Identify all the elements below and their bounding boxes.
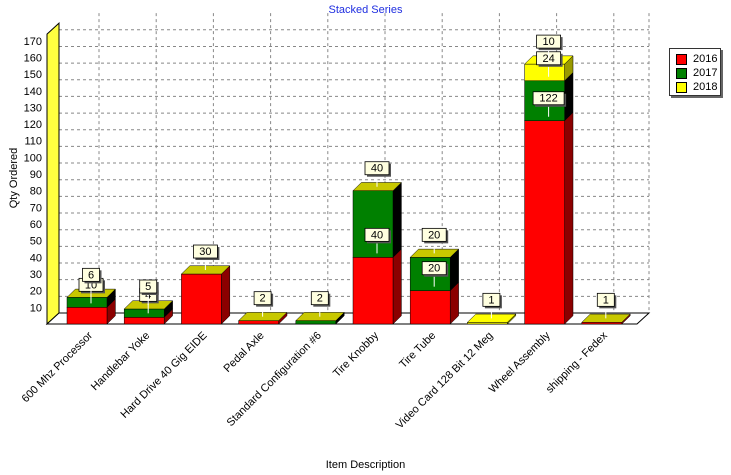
y-tick-label-10: 110 <box>24 136 42 148</box>
legend-item-2016: 2016 <box>676 53 717 65</box>
legend-swatch-2017 <box>676 67 687 79</box>
data-label-box-5-1 <box>364 161 390 176</box>
x-axis-label: Item Description <box>325 459 406 471</box>
legend-item-2017: 2017 <box>676 67 717 79</box>
data-label-5-1: 40 <box>371 163 383 175</box>
data-label-box-6-1 <box>421 227 447 242</box>
y-tick-label-13: 140 <box>24 86 42 98</box>
bar-side-5-2016 <box>392 248 402 325</box>
bar-side-2-2016 <box>221 265 231 325</box>
data-label-box-2-0 <box>192 244 218 259</box>
y-tick-label-4: 50 <box>30 236 42 248</box>
data-label-6-0: 20 <box>428 263 440 275</box>
y-tick-label-16: 170 <box>24 36 42 48</box>
data-label-5-0: 40 <box>371 229 383 241</box>
y-tick-label-14: 150 <box>24 69 42 81</box>
bar-3-2016 <box>238 320 279 325</box>
data-label-box-1-1 <box>139 279 158 294</box>
data-label-box-6-0 <box>421 261 447 276</box>
data-label-6-1: 20 <box>428 229 440 241</box>
data-label-2-0: 30 <box>199 246 211 258</box>
data-label-box-8-0 <box>532 91 565 106</box>
data-label-1-1: 5 <box>145 281 151 293</box>
y-tick-label-12: 130 <box>24 102 42 114</box>
y-tick-label-8: 90 <box>30 169 42 181</box>
data-label-3-0: 2 <box>260 293 266 305</box>
x-tick-label-0: 600 Mhz Processor <box>20 329 96 405</box>
data-label-box-7-0 <box>482 292 501 307</box>
legend-item-2018: 2018 <box>676 81 717 93</box>
bar-side-5-2017 <box>392 181 402 258</box>
data-label-0-1: 6 <box>88 269 94 281</box>
x-tick-label-6: Tire Tube <box>397 330 438 371</box>
data-label-box-3-0 <box>253 291 272 306</box>
bar-2-2016 <box>181 273 222 325</box>
bar-5-2016 <box>352 257 394 325</box>
data-label-9-0: 1 <box>603 294 609 306</box>
y-tick-label-9: 100 <box>24 152 42 164</box>
bar-4-2017 <box>295 320 337 325</box>
bar-8-2016 <box>524 120 565 325</box>
y-tick-label-6: 70 <box>30 202 42 214</box>
y-tick-label-15: 160 <box>24 52 42 64</box>
data-label-box-0-1 <box>82 267 100 282</box>
y-tick-label-3: 40 <box>30 252 42 264</box>
bar-5-2017 <box>352 190 394 258</box>
data-label-box-8-2 <box>536 34 561 49</box>
chart-title: Stacked Series <box>328 4 403 16</box>
data-label-8-2: 10 <box>542 36 554 48</box>
data-label-box-9-0 <box>596 292 615 307</box>
bar-1-2016 <box>123 317 165 325</box>
legend-label-2017: 2017 <box>693 67 718 79</box>
data-label-8-0: 122 <box>539 93 557 105</box>
bar-0-2016 <box>66 307 108 325</box>
x-tick-label-8: Wheel Assembly <box>487 329 553 395</box>
data-label-4-0: 2 <box>317 293 323 305</box>
x-tick-label-9: shipping - Fedex <box>544 329 610 395</box>
data-label-box-4-0 <box>310 291 329 306</box>
y-tick-label-2: 30 <box>30 269 42 281</box>
y-tick-label-1: 20 <box>30 286 42 298</box>
y-tick-label-7: 80 <box>30 186 42 198</box>
y-tick-label-5: 60 <box>30 219 42 231</box>
left-wall <box>46 21 60 326</box>
bar-1-2017 <box>123 308 165 318</box>
legend-label-2016: 2016 <box>693 53 718 65</box>
legend: 2016 2017 2018 <box>669 48 721 96</box>
x-tick-label-5: Tire Knobby <box>331 329 381 379</box>
x-tick-label-1: Handlebar Yoke <box>89 330 152 393</box>
x-tick-label-3: Pedal Axle <box>221 330 266 375</box>
legend-label-2018: 2018 <box>693 81 718 93</box>
y-tick-label-11: 120 <box>24 119 42 131</box>
x-tick-label-7: Video Card 128 Bit 12 Meg <box>394 330 496 432</box>
legend-swatch-2016 <box>676 53 687 65</box>
bar-side-8-2016 <box>564 111 574 325</box>
y-tick-label-0: 10 <box>30 302 42 314</box>
data-label-box-5-0 <box>364 227 390 242</box>
bar-0-2017 <box>66 297 108 308</box>
legend-swatch-2018 <box>676 81 687 93</box>
data-label-7-0: 1 <box>488 294 494 306</box>
bar-6-2016 <box>409 290 451 325</box>
x-tick-label-4: Standard Configuration #6 <box>225 330 324 429</box>
